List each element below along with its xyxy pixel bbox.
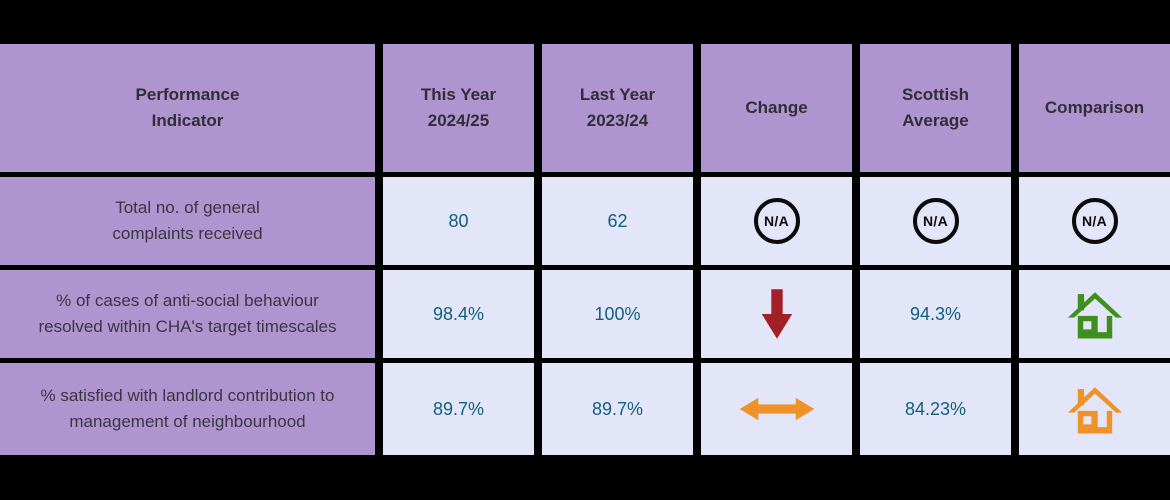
- row-label-complaints: Total no. of general complaints received: [0, 177, 375, 265]
- value-antisocial-last-year: 100%: [542, 270, 693, 358]
- comparison-complaints-cell: N/A: [1019, 177, 1170, 265]
- header-comparison: Comparison: [1019, 44, 1170, 172]
- value-complaints-last-year: 62: [542, 177, 693, 265]
- top-bar: [0, 0, 1170, 44]
- na-icon: N/A: [1071, 198, 1118, 244]
- house-icon: [1067, 387, 1122, 434]
- scottish-average-complaints-cell: N/A: [860, 177, 1011, 265]
- arrow-left-right-icon: [739, 397, 814, 421]
- header-this-year: This Year 2024/25: [383, 44, 534, 172]
- comparison-antisocial-cell: [1019, 270, 1170, 358]
- house-icon: [1067, 292, 1122, 339]
- arrow-down-icon: [761, 289, 792, 339]
- change-neighbourhood-cell: [701, 363, 852, 455]
- value-antisocial-scottish-average: 94.3%: [860, 270, 1011, 358]
- row-label-neighbourhood: % satisfied with landlord contribution t…: [0, 363, 375, 455]
- change-complaints-cell: N/A: [701, 177, 852, 265]
- comparison-neighbourhood-cell: [1019, 363, 1170, 455]
- header-last-year: Last Year 2023/24: [542, 44, 693, 172]
- header-scottish-average: Scottish Average: [860, 44, 1011, 172]
- header-change: Change: [701, 44, 852, 172]
- row-label-antisocial: % of cases of anti-social behaviour reso…: [0, 270, 375, 358]
- change-antisocial-cell: [701, 270, 852, 358]
- header-performance-indicator: Performance Indicator: [0, 44, 375, 172]
- value-neighbourhood-scottish-average: 84.23%: [860, 363, 1011, 455]
- bottom-bar: [0, 455, 1170, 500]
- value-complaints-this-year: 80: [383, 177, 534, 265]
- value-neighbourhood-this-year: 89.7%: [383, 363, 534, 455]
- performance-table: Performance Indicator This Year 2024/25 …: [0, 44, 1170, 455]
- value-antisocial-this-year: 98.4%: [383, 270, 534, 358]
- value-neighbourhood-last-year: 89.7%: [542, 363, 693, 455]
- na-icon: N/A: [753, 198, 800, 244]
- na-icon: N/A: [912, 198, 959, 244]
